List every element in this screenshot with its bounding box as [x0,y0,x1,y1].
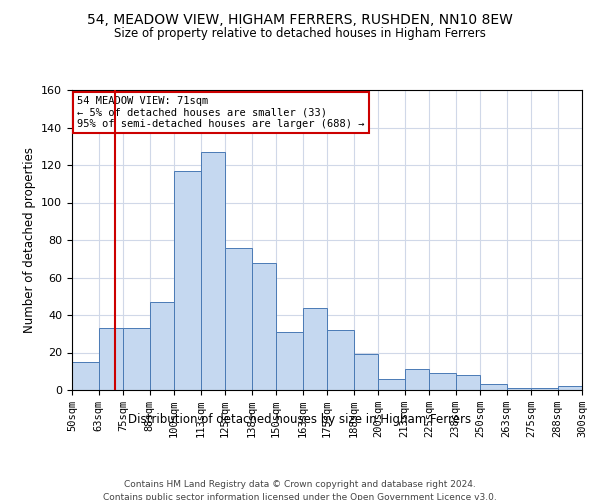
Text: Contains public sector information licensed under the Open Government Licence v3: Contains public sector information licen… [103,492,497,500]
Text: 54, MEADOW VIEW, HIGHAM FERRERS, RUSHDEN, NN10 8EW: 54, MEADOW VIEW, HIGHAM FERRERS, RUSHDEN… [87,12,513,26]
Text: 54 MEADOW VIEW: 71sqm
← 5% of detached houses are smaller (33)
95% of semi-detac: 54 MEADOW VIEW: 71sqm ← 5% of detached h… [77,96,365,129]
Bar [327,330,353,390]
Text: Contains HM Land Registry data © Crown copyright and database right 2024.: Contains HM Land Registry data © Crown c… [124,480,476,489]
Bar [353,354,378,390]
Text: Size of property relative to detached houses in Higham Ferrers: Size of property relative to detached ho… [114,28,486,40]
Bar [276,332,302,390]
Bar [200,152,225,390]
Text: Distribution of detached houses by size in Higham Ferrers: Distribution of detached houses by size … [128,412,472,426]
Bar [149,302,174,390]
Bar [404,370,429,390]
Bar [480,384,506,390]
Bar [123,328,149,390]
Bar [506,388,531,390]
Bar [174,170,200,390]
Bar [251,262,276,390]
Bar [302,308,327,390]
Y-axis label: Number of detached properties: Number of detached properties [23,147,35,333]
Bar [455,375,480,390]
Bar [98,328,123,390]
Bar [531,388,557,390]
Bar [557,386,582,390]
Bar [225,248,251,390]
Bar [429,373,455,390]
Bar [378,379,404,390]
Bar [72,362,98,390]
